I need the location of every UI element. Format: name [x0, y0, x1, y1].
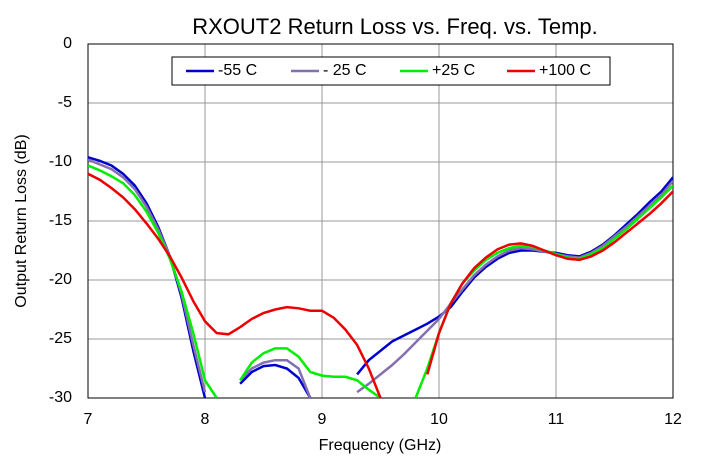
- legend-label: +25 C: [432, 62, 475, 79]
- x-tick-label: 8: [201, 411, 210, 428]
- series-group: [88, 156, 673, 398]
- series-line: [88, 172, 673, 398]
- legend-label: -55 C: [218, 62, 257, 79]
- y-tick-label: 0: [63, 35, 72, 52]
- legend-label: - 25 C: [323, 62, 367, 79]
- y-tick-label: -10: [49, 153, 72, 170]
- x-tick-label: 11: [548, 411, 565, 428]
- x-tick-label: 10: [430, 411, 448, 428]
- series-line: [88, 158, 673, 398]
- y-tick-label: -30: [49, 389, 72, 406]
- y-tick-label: -5: [58, 94, 72, 111]
- legend-label: +100 C: [539, 62, 591, 79]
- x-tick-label: 7: [84, 411, 93, 428]
- x-axis-label: Frequency (GHz): [319, 437, 442, 454]
- chart-title: RXOUT2 Return Loss vs. Freq. vs. Temp.: [192, 14, 598, 39]
- y-tick-label: -15: [49, 212, 72, 229]
- x-tick-label: 12: [664, 411, 682, 428]
- legend: [171, 56, 611, 86]
- x-tick-label: 9: [318, 411, 327, 428]
- y-tick-label: -20: [49, 271, 72, 288]
- y-axis-label: Output Return Loss (dB): [13, 134, 30, 307]
- y-tick-label: -25: [49, 330, 72, 347]
